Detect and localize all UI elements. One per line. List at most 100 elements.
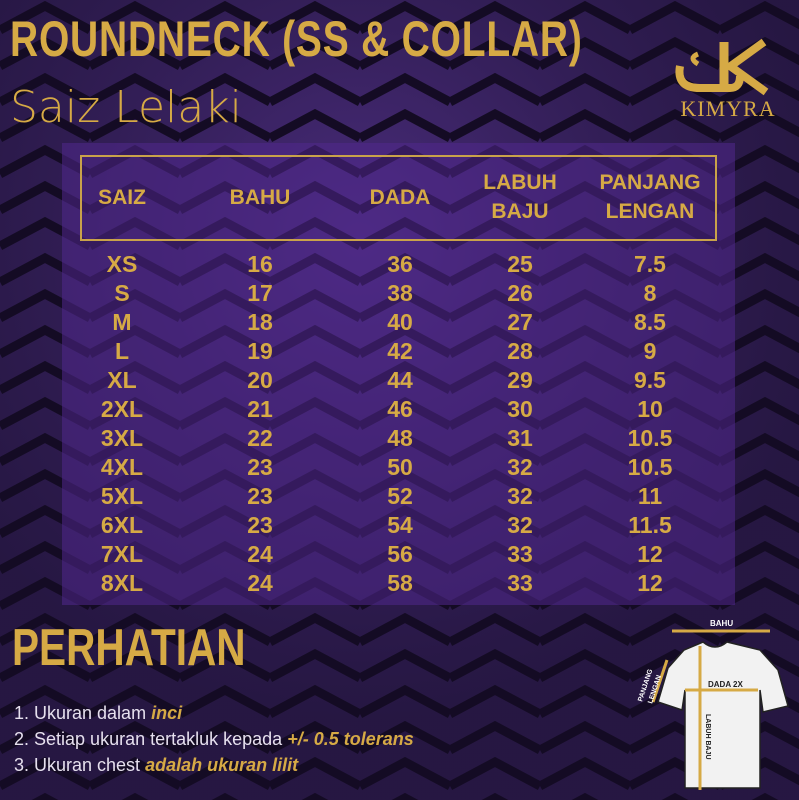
header-text: BAJU (491, 200, 549, 223)
cell-dada: 38 (387, 280, 413, 306)
cell-bahu: 22 (247, 425, 273, 451)
page-subtitle: Saiz Lelaki (10, 82, 242, 133)
cell-panjang-lengan: 11 (637, 483, 663, 509)
cell-bahu: 23 (247, 483, 273, 509)
header-text: DADA (369, 186, 431, 209)
cell-labuh-baju: 27 (507, 309, 533, 335)
note-text: 3. Ukuran chest (14, 755, 146, 775)
cell-saiz: 4XL (100, 454, 144, 480)
cell-dada: 42 (387, 338, 413, 364)
note-3: 3. Ukuran chest adalah ukuran lilit (14, 755, 298, 776)
table-row: 8XL 24 58 33 12 (0, 569, 799, 598)
size-table-panel (62, 143, 735, 605)
cell-saiz: M (112, 309, 132, 335)
cell-bahu: 23 (247, 512, 273, 538)
header-panjang-lengan: PANJANG LENGAN (580, 168, 720, 226)
cell-saiz: 3XL (100, 425, 144, 451)
table-row: XL 20 44 29 9.5 (0, 366, 799, 395)
note-2: 2. Setiap ukuran tertakluk kepada +/- 0.… (14, 729, 414, 750)
cell-dada: 58 (387, 570, 413, 596)
table-row: 3XL 22 48 31 10.5 (0, 424, 799, 453)
table-row: 6XL 23 54 32 11.5 (0, 511, 799, 540)
cell-labuh-baju: 32 (507, 483, 533, 509)
cell-dada: 44 (387, 367, 413, 393)
note-text: 2. Setiap ukuran tertakluk kepada (14, 729, 288, 749)
cell-labuh-baju: 33 (507, 541, 533, 567)
logo-brand: KIMYRA (680, 96, 776, 121)
cell-bahu: 24 (247, 570, 273, 596)
cell-labuh-baju: 29 (507, 367, 533, 393)
header-labuh-baju: LABUH BAJU (450, 168, 590, 226)
cell-panjang-lengan: 9.5 (634, 367, 666, 393)
diagram-label-labuh: LABUH BAJU (704, 714, 711, 760)
cell-panjang-lengan: 8.5 (634, 309, 666, 335)
page-title: ROUNDNECK (SS & COLLAR) (10, 11, 583, 67)
note-text: 1. Ukuran dalam (14, 703, 152, 723)
cell-panjang-lengan: 12 (637, 541, 663, 567)
cell-panjang-lengan: 11.5 (628, 512, 672, 538)
table-row: 7XL 24 56 33 12 (0, 540, 799, 569)
cell-labuh-baju: 32 (507, 454, 533, 480)
cell-bahu: 23 (247, 454, 273, 480)
cell-panjang-lengan: 9 (643, 338, 657, 364)
cell-panjang-lengan: 12 (637, 570, 663, 596)
cell-bahu: 24 (247, 541, 273, 567)
diagram-label-dada: DADA 2X (708, 680, 743, 689)
cell-labuh-baju: 26 (507, 280, 533, 306)
cell-dada: 48 (387, 425, 413, 451)
header-saiz: SAIZ (52, 183, 192, 212)
cell-dada: 50 (387, 454, 413, 480)
cell-panjang-lengan: 10.5 (627, 425, 673, 451)
cell-saiz: 7XL (100, 541, 144, 567)
cell-panjang-lengan: 10.5 (627, 454, 673, 480)
cell-bahu: 16 (247, 251, 273, 277)
header-text: SAIZ (98, 186, 146, 209)
cell-dada: 46 (387, 396, 413, 422)
cell-saiz: 5XL (100, 483, 144, 509)
cell-bahu: 17 (247, 280, 273, 306)
header-dada: DADA (330, 183, 470, 212)
header-text: PANJANG (599, 171, 701, 194)
table-row: XS 16 36 25 7.5 (0, 250, 799, 279)
cell-labuh-baju: 31 (507, 425, 533, 451)
table-row: S 17 38 26 8 (0, 279, 799, 308)
header-bahu: BAHU (190, 183, 330, 212)
cell-panjang-lengan: 8 (643, 280, 657, 306)
cell-labuh-baju: 32 (507, 512, 533, 538)
header-text: BAHU (229, 186, 291, 209)
tshirt-icon (657, 641, 789, 789)
cell-labuh-baju: 25 (507, 251, 533, 277)
cell-bahu: 20 (247, 367, 273, 393)
note-emphasis: +/- 0.5 tolerans (287, 729, 414, 749)
cell-bahu: 19 (247, 338, 273, 364)
table-row: 5XL 23 52 32 11 (0, 482, 799, 511)
cell-dada: 52 (387, 483, 413, 509)
cell-labuh-baju: 28 (507, 338, 533, 364)
note-1: 1. Ukuran dalam inci (14, 703, 182, 724)
table-row: L 19 42 28 9 (0, 337, 799, 366)
cell-saiz: 6XL (100, 512, 144, 538)
table-header-box (80, 155, 717, 241)
cell-saiz: 2XL (100, 396, 144, 422)
cell-dada: 36 (387, 251, 413, 277)
cell-dada: 40 (387, 309, 413, 335)
diagram-label-bahu: BAHU (710, 619, 733, 628)
header-text: LABUH (483, 171, 557, 194)
cell-dada: 54 (387, 512, 413, 538)
header-text: LENGAN (605, 200, 695, 223)
table-row: 4XL 23 50 32 10.5 (0, 453, 799, 482)
note-emphasis: adalah ukuran lilit (145, 755, 299, 775)
table-row: M 18 40 27 8.5 (0, 308, 799, 337)
cell-bahu: 18 (247, 309, 273, 335)
cell-panjang-lengan: 10 (637, 396, 663, 422)
cell-bahu: 21 (247, 396, 273, 422)
table-row: 2XL 21 46 30 10 (0, 395, 799, 424)
cell-saiz: 8XL (100, 570, 144, 596)
cell-saiz: S (114, 280, 130, 306)
cell-panjang-lengan: 7.5 (634, 251, 666, 277)
notice-heading: PERHATIAN (12, 619, 246, 677)
cell-labuh-baju: 30 (507, 396, 533, 422)
logo-mark-icon (675, 38, 769, 96)
cell-labuh-baju: 33 (507, 570, 533, 596)
cell-saiz: XL (107, 367, 137, 393)
